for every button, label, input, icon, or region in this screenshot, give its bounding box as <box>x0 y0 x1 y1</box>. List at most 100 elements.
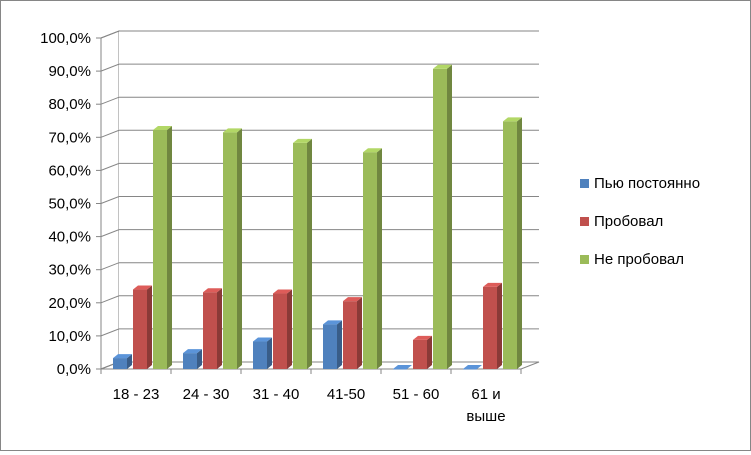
x-category-label: 18 - 23 <box>113 386 160 403</box>
bar-front <box>503 121 517 369</box>
bar-side <box>447 64 452 369</box>
bar <box>293 138 312 369</box>
bar-front <box>413 339 427 369</box>
bar-top <box>293 138 312 143</box>
bar-side <box>427 335 432 369</box>
bar-top <box>343 297 362 302</box>
bar-top <box>113 354 132 359</box>
y-tick-label: 70,0% <box>48 129 91 146</box>
bar <box>503 117 522 369</box>
bar-side <box>197 349 202 369</box>
legend-label: Не пробовал <box>594 251 684 268</box>
bar-top <box>153 126 172 131</box>
bar-side <box>287 289 292 369</box>
bar <box>223 128 242 369</box>
bar-front <box>253 341 267 369</box>
bar-side <box>497 282 502 369</box>
bar <box>323 320 342 369</box>
bar-front <box>293 142 307 369</box>
bar-front <box>433 68 447 370</box>
bar-top <box>483 282 502 287</box>
y-tick-label: 80,0% <box>48 96 91 113</box>
gridline <box>100 30 539 39</box>
bar-side <box>147 285 152 369</box>
x-category-label: 31 - 40 <box>253 386 300 403</box>
bar <box>463 365 482 370</box>
y-tick-label: 100,0% <box>40 30 91 47</box>
legend-label: Пью постоянно <box>594 175 700 192</box>
bar-side <box>217 288 222 369</box>
gridline <box>100 162 539 171</box>
bar-front <box>273 293 287 369</box>
bar-front <box>113 358 127 369</box>
bar <box>113 354 132 369</box>
y-tick-label: 0,0% <box>57 361 91 378</box>
y-tick-label: 50,0% <box>48 196 91 213</box>
bar-front <box>343 301 357 369</box>
x-category-label: 41-50 <box>327 386 365 403</box>
legend: Пью постоянно Пробовал Не пробовал <box>580 175 700 268</box>
bar-front <box>463 369 477 370</box>
x-category-label: 61 и выше <box>466 386 505 425</box>
bar <box>133 285 152 369</box>
bar-side <box>357 297 362 369</box>
gridline <box>100 196 539 204</box>
y-tick-label: 20,0% <box>48 295 91 312</box>
bar-front <box>133 289 147 369</box>
bar-front <box>223 132 237 369</box>
bar-side <box>267 337 272 369</box>
legend-label: Пробовал <box>594 213 663 230</box>
bar-top <box>413 335 432 340</box>
y-tick-label: 60,0% <box>48 162 91 179</box>
y-tick-label: 30,0% <box>48 262 91 279</box>
bar <box>363 148 382 369</box>
bar-top <box>133 285 152 290</box>
gridline <box>100 262 539 271</box>
y-tick-label: 90,0% <box>48 63 91 80</box>
gridline <box>100 63 539 72</box>
bar-side <box>237 128 242 369</box>
gridline <box>100 129 539 138</box>
bar-side <box>517 117 522 369</box>
y-tick-label: 40,0% <box>48 229 91 246</box>
bar-top <box>223 128 242 133</box>
bar-front <box>203 292 217 369</box>
bar-top <box>393 365 412 369</box>
bar-top <box>433 64 452 69</box>
bar <box>483 282 502 369</box>
x-category-label: 24 - 30 <box>183 386 230 403</box>
bar-top <box>273 289 292 294</box>
bar <box>393 365 412 370</box>
y-tick-label: 10,0% <box>48 328 91 345</box>
bar-top <box>203 288 222 293</box>
bar-top <box>363 148 382 153</box>
bar-front <box>483 286 497 369</box>
gridline <box>100 229 539 238</box>
bar-side <box>307 138 312 369</box>
plot-area: 0,0% 10,0% 20,0% 30,0% 40,0% 50,0% 60,0% 70,0% 8… <box>40 30 540 425</box>
bar <box>203 288 222 369</box>
bar <box>183 349 202 369</box>
gridline <box>100 96 539 105</box>
bar-side <box>167 126 172 369</box>
bar <box>433 64 452 370</box>
bar <box>343 297 362 369</box>
bar-front <box>153 130 167 369</box>
bar-side <box>337 320 342 369</box>
gridline <box>100 295 539 304</box>
bar-top <box>463 365 482 369</box>
bar-top <box>253 337 272 342</box>
bar-top <box>503 117 522 122</box>
x-category-label: 51 - 60 <box>393 386 440 403</box>
bar <box>413 335 432 369</box>
bar-side <box>377 148 382 369</box>
bar-top <box>323 320 342 325</box>
bar-front <box>393 369 407 370</box>
bar-front <box>323 324 337 369</box>
bar <box>253 337 272 369</box>
legend-swatch <box>580 179 589 188</box>
bar-side <box>127 354 132 369</box>
bar-front <box>183 353 197 369</box>
